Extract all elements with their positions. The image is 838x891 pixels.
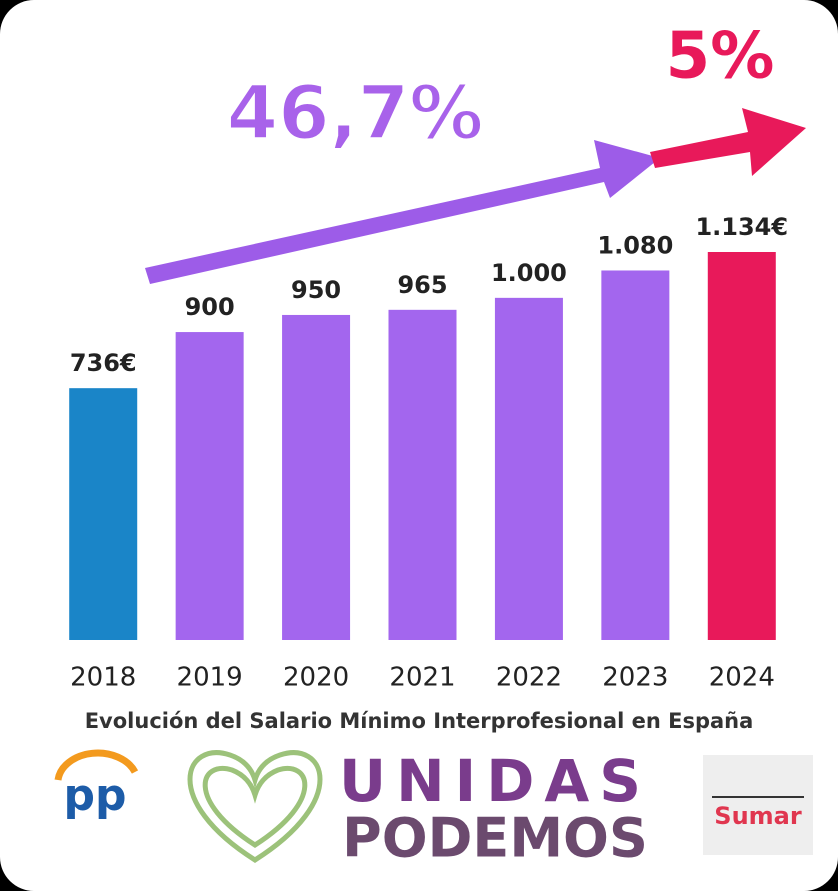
annotation: 46,7% xyxy=(227,71,484,157)
value-label: 965 xyxy=(397,271,447,299)
x-tick-label: 2021 xyxy=(389,663,455,693)
x-tick-label: 2024 xyxy=(709,663,775,693)
annotation: 5% xyxy=(666,20,775,94)
bar xyxy=(707,252,776,640)
pp-arc xyxy=(54,749,139,781)
bar xyxy=(494,297,563,640)
logo-text: PODEMOS xyxy=(342,807,648,870)
bar xyxy=(601,270,670,640)
value-label: 736€ xyxy=(70,349,137,377)
x-tick-label: 2022 xyxy=(496,663,562,693)
pp-logo: pp xyxy=(54,749,139,821)
x-tick-label: 2023 xyxy=(602,663,668,693)
bar xyxy=(388,309,457,640)
heart-line xyxy=(202,766,308,848)
subtitle: Evolución del Salario Mínimo Interprofes… xyxy=(85,709,754,733)
bar xyxy=(69,388,138,640)
value-label: 1.080 xyxy=(597,231,673,259)
logo-text: UNIDAS xyxy=(339,747,651,815)
bar xyxy=(282,314,351,640)
sumar-box xyxy=(703,755,813,855)
heart-logo xyxy=(187,750,323,863)
purple-arrow xyxy=(145,140,660,284)
x-tick-label: 2019 xyxy=(177,663,243,693)
value-label: 1.134€ xyxy=(695,213,788,241)
bar xyxy=(175,332,244,640)
value-label: 1.000 xyxy=(491,259,567,287)
logo-text: pp xyxy=(64,770,127,821)
x-tick-label: 2020 xyxy=(283,663,349,693)
x-tick-label: 2018 xyxy=(70,663,136,693)
value-label: 900 xyxy=(185,293,235,321)
value-label: 950 xyxy=(291,276,341,304)
red-arrow xyxy=(650,108,806,176)
logo-text: Sumar xyxy=(714,802,802,830)
heart-line xyxy=(187,750,323,863)
